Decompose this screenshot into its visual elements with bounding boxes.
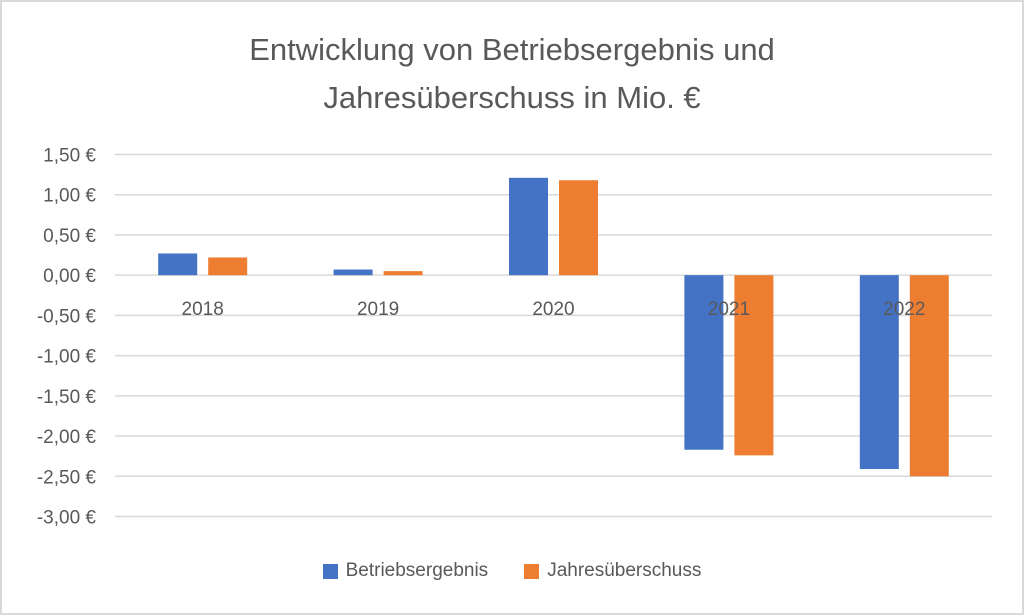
legend-swatch-betriebsergebnis [322, 563, 338, 579]
legend-swatch-jahresueberschuss [524, 563, 540, 579]
bar-betriebsergebnis-2019 [333, 269, 373, 276]
y-tick-label: 1,50 € [43, 146, 96, 167]
y-tick-label: -0,50 € [37, 306, 97, 327]
bar-betriebsergebnis-2022 [859, 275, 899, 470]
bar-betriebsergebnis-2021 [684, 275, 724, 450]
bar-jahresueberschuss-2022 [909, 275, 949, 477]
x-tick-label: 2018 [182, 299, 224, 320]
bars [158, 177, 949, 477]
x-tick-label: 2021 [708, 299, 750, 320]
y-tick-label: -2,00 € [37, 427, 97, 448]
x-axis-labels: 2018 2019 2020 2021 2022 [182, 299, 926, 320]
bar-jahresueberschuss-2020 [559, 180, 598, 276]
gridlines [115, 153, 992, 518]
y-tick-label: -1,00 € [37, 347, 97, 368]
bar-jahresueberschuss-2019 [383, 271, 423, 276]
x-tick-label: 2022 [883, 299, 925, 320]
legend-item-betriebsergebnis: Betriebsergebnis [322, 560, 489, 582]
chart-title-line-2: Jahresüberschuss in Mio. € [323, 80, 701, 115]
legend-label-jahresueberschuss: Jahresüberschuss [547, 560, 702, 581]
legend-label-betriebsergebnis: Betriebsergebnis [345, 560, 489, 581]
x-tick-label: 2020 [532, 299, 574, 320]
bar-betriebsergebnis-2018 [158, 253, 198, 276]
bar-jahresueberschuss-2018 [208, 257, 248, 276]
legend: Betriebsergebnis Jahresüberschuss [0, 560, 1024, 582]
chart-title: Entwicklung von Betriebsergebnis und Jah… [0, 26, 1024, 122]
y-tick-label: 1,00 € [43, 186, 96, 207]
legend-item-jahresueberschuss: Jahresüberschuss [524, 560, 701, 582]
y-tick-label: -3,00 € [37, 508, 97, 529]
bar-jahresueberschuss-2021 [734, 275, 774, 456]
y-axis-labels: 1,50 € 1,00 € 0,50 € 0,00 € -0,50 € -1,00 € -1… [37, 146, 97, 529]
y-tick-label: -2,50 € [37, 467, 97, 488]
y-tick-label: -1,50 € [37, 387, 97, 408]
y-tick-label: 0,00 € [43, 266, 96, 287]
chart-title-line-1: Entwicklung von Betriebsergebnis und [249, 32, 775, 67]
y-tick-label: 0,50 € [43, 226, 96, 247]
x-tick-label: 2019 [357, 299, 399, 320]
bar-betriebsergebnis-2020 [509, 177, 548, 276]
